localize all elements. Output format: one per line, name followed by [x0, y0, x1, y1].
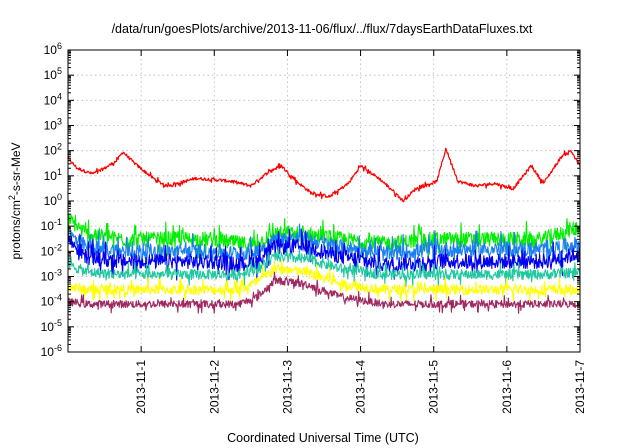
y-tick-label: 104 — [44, 91, 62, 107]
series-line — [67, 228, 581, 281]
y-axis: 10-6 10-5 10-4 10-3 10-2 10-1 100 101 102 103 104 1… — [41, 41, 580, 359]
y-tick-label: 105 — [44, 66, 62, 82]
y-tick-label: 103 — [44, 117, 62, 133]
x-tick-label: 2013-11-4 — [354, 360, 368, 414]
x-tick-label: 2013-11-5 — [427, 360, 441, 414]
y-tick-label: 10-3 — [41, 268, 62, 284]
x-tick-label: 2013-11-7 — [573, 360, 587, 414]
y-tick-label: 10-1 — [41, 217, 62, 233]
grid — [68, 50, 580, 352]
y-tick-label: 101 — [44, 167, 62, 183]
y-tick-label: 100 — [44, 192, 62, 208]
x-tick-label: 2013-11-1 — [134, 360, 148, 414]
y-axis-label: protons/cm2-s-sr-MeV — [7, 142, 23, 259]
y-tick-label: 10-6 — [41, 343, 62, 359]
x-tick-label: 2013-11-2 — [207, 360, 221, 414]
y-tick-label: 10-5 — [41, 318, 62, 334]
y-tick-label: 10-4 — [41, 293, 62, 309]
chart-title: /data/run/goesPlots/archive/2013-11-06/f… — [112, 22, 533, 36]
series-line — [67, 271, 581, 314]
x-axis: 2013-11-1 2013-11-2 2013-11-3 2013-11-4 2013… — [134, 50, 587, 414]
y-tick-label: 106 — [44, 41, 62, 57]
y-tick-label: 102 — [44, 142, 62, 158]
series-layer — [67, 147, 581, 314]
series-line — [67, 246, 581, 288]
series-line — [67, 259, 581, 303]
x-axis-label: Coordinated Universal Time (UTC) — [227, 431, 419, 445]
series-line — [67, 147, 581, 203]
x-tick-label: 2013-11-3 — [280, 360, 294, 414]
x-tick-label: 2013-11-6 — [500, 360, 514, 414]
y-tick-label: 10-2 — [41, 242, 62, 258]
